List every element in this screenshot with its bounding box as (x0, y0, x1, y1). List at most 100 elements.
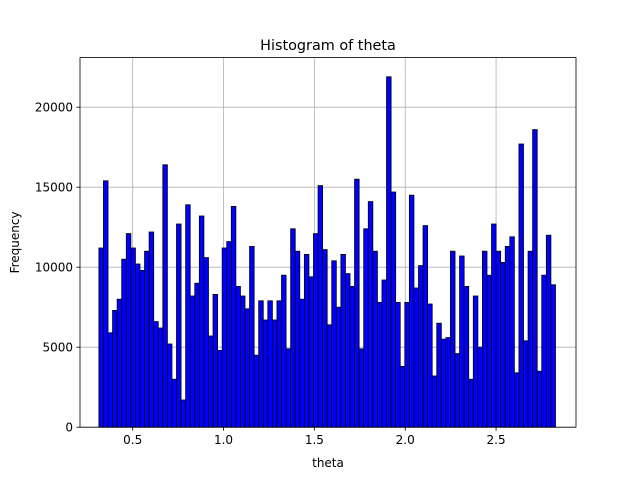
histogram-bar (363, 228, 369, 428)
histogram-bar (377, 301, 383, 428)
histogram-bar (463, 285, 470, 428)
histogram-bar (235, 285, 241, 428)
histogram-bar (176, 223, 182, 428)
histogram-bar (372, 250, 378, 428)
histogram-bar (166, 343, 173, 428)
histogram-bar (418, 265, 424, 428)
histogram-bar (482, 250, 488, 428)
histogram-bar (532, 129, 538, 428)
y-axis-label: Frequency (8, 211, 22, 273)
histogram-bar (518, 143, 524, 428)
histogram-bar (322, 249, 328, 428)
histogram-bar (290, 228, 296, 428)
histogram-bar (536, 370, 543, 428)
y-tick-label: 10000 (35, 261, 73, 275)
histogram-bar (431, 375, 438, 428)
histogram-bar (509, 236, 515, 428)
y-tick-label: 5000 (42, 341, 73, 355)
histogram-bar (436, 322, 442, 428)
histogram-bar (427, 303, 433, 428)
histogram-bar (399, 365, 406, 428)
chart-title: Histogram of theta (260, 38, 396, 54)
histogram-bar (381, 279, 387, 428)
histogram-bar (299, 298, 305, 428)
histogram-bar (472, 295, 479, 428)
histogram-bar (148, 231, 155, 428)
histogram-bar (253, 354, 260, 428)
histogram-bar (198, 215, 205, 428)
histogram-bar (112, 309, 118, 428)
histogram-bar (249, 245, 255, 428)
histogram-bar (445, 337, 451, 428)
histogram-bar (303, 253, 310, 428)
histogram-bar (208, 335, 214, 428)
histogram-bar (189, 295, 196, 428)
histogram-bar (395, 301, 401, 428)
histogram-bar (244, 308, 250, 428)
histogram-bar (386, 76, 392, 428)
plot-frame (79, 57, 577, 428)
histogram-bar (262, 319, 269, 428)
histogram-bar (258, 300, 264, 428)
histogram-bar (331, 260, 337, 428)
histogram-bar (221, 247, 228, 428)
histogram-bar (358, 348, 365, 428)
histogram-bar (345, 273, 351, 428)
histogram-bar (349, 285, 355, 428)
histogram-bar (116, 298, 123, 428)
histogram-bar (408, 194, 415, 428)
histogram-bar (504, 245, 511, 428)
histogram-bar (153, 321, 159, 428)
histogram-bar (491, 223, 497, 428)
histogram-bar (545, 234, 552, 428)
histogram-bar (157, 327, 164, 428)
x-axis-label: theta (312, 456, 344, 470)
histogram-bar (281, 274, 287, 428)
histogram-bar (194, 282, 200, 428)
histogram-bar (107, 332, 113, 428)
x-tick-label: 1.5 (305, 433, 324, 447)
x-tick-label: 2.5 (487, 433, 506, 447)
histogram-bar (495, 250, 502, 428)
histogram-bar (276, 300, 282, 428)
histogram-bar (103, 180, 109, 428)
histogram-bar (500, 261, 506, 428)
histogram-bar (135, 263, 141, 428)
histogram-bar (523, 340, 529, 428)
histogram-bar (317, 185, 324, 428)
x-tick-label: 1.0 (214, 433, 233, 447)
histogram-bar (335, 306, 342, 428)
histogram-bar (440, 338, 447, 428)
x-tick-label: 2.0 (396, 433, 415, 447)
x-axis-ticks: 0.5 1.0 1.5 2.0 2.5 (123, 427, 506, 447)
histogram-bar (203, 257, 209, 428)
histogram-bar (486, 274, 492, 428)
histogram-bar (550, 284, 556, 428)
histogram-bar (468, 378, 474, 428)
histogram-bar (541, 274, 547, 428)
histogram-bar (390, 191, 397, 428)
histogram-bar (422, 225, 429, 428)
histogram-bar (513, 372, 520, 428)
histogram-bar (267, 300, 273, 428)
histogram-bar (294, 250, 301, 428)
histogram-bar (144, 250, 150, 428)
histogram-bar (413, 287, 419, 428)
histogram-bar (130, 247, 136, 428)
histogram-bar (217, 349, 223, 428)
histogram-bar (367, 201, 374, 428)
histogram-bar (139, 269, 145, 428)
histogram-bar (404, 301, 410, 428)
histogram-bar (125, 233, 132, 428)
histogram-bar (285, 348, 292, 428)
histogram-bar (212, 293, 219, 428)
histogram-bar (477, 346, 483, 428)
y-tick-label: 0 (65, 421, 73, 435)
histogram-bar (354, 178, 360, 428)
histogram-bar (240, 295, 246, 428)
histogram-bar (226, 241, 232, 428)
histogram-bar (527, 250, 534, 428)
histogram-bar (185, 204, 191, 428)
